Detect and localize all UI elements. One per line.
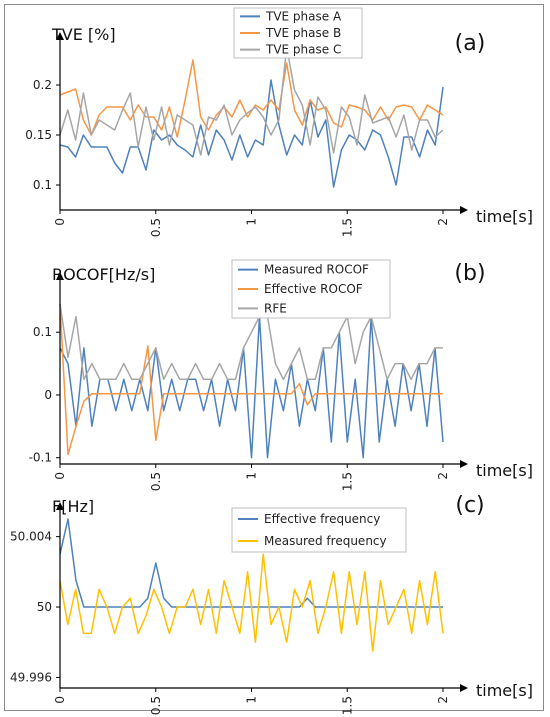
x-tick-label: 2 [436, 696, 450, 704]
legend-entry: Effective frequency [264, 512, 380, 526]
x-tick-label: 1.5 [340, 472, 354, 491]
legend-entry: TVE phase C [265, 43, 341, 57]
legend-box [231, 259, 391, 319]
y-axis-arrow [56, 502, 64, 510]
y-tick-label: 0.15 [25, 128, 52, 142]
x-tick-label: 1.5 [340, 696, 354, 715]
legend-entry: TVE phase A [265, 9, 342, 23]
chart-panel-c: 49.996 50 50.004 0 0.5 1 1.5 2 F[Hz] time[s] (c) Ef… [10, 493, 533, 715]
panel-label: (a) [455, 31, 486, 56]
series-line-rfe [59, 303, 443, 381]
legend: Effective frequency Measured frequency [231, 507, 407, 553]
y-axis-label: F[Hz] [52, 497, 94, 516]
x-axis-arrow [460, 460, 468, 468]
y-tick-label: 49.996 [10, 670, 52, 684]
legend-entry: Measured frequency [264, 534, 387, 548]
y-axis-label: ROCOF[Hz/s] [52, 265, 155, 284]
y-tick-label: -0.1 [29, 451, 52, 465]
panel-label: (c) [455, 493, 484, 518]
y-tick-label: 0.1 [33, 325, 52, 339]
legend: Measured ROCOF Effective ROCOF RFE [231, 259, 391, 319]
y-axis-arrow [56, 32, 64, 40]
x-tick-label: 0.5 [149, 218, 163, 237]
y-tick-label: 0.2 [33, 78, 52, 92]
series-line-tve-phase-a [59, 79, 444, 188]
x-tick-label: 1 [245, 696, 259, 704]
legend: TVE phase A TVE phase B TVE phase C [233, 7, 363, 59]
x-tick-label: 0 [53, 472, 67, 480]
legend-entry: RFE [264, 301, 287, 315]
y-axis-label: TVE [%] [51, 25, 116, 44]
x-tick-label: 2 [436, 472, 450, 480]
x-tick-label: 0 [53, 218, 67, 226]
chart-panel-b: -0.100.10 0.5 1 1.5 2ROCOF[Hz/s]time[s](b)Me… [29, 259, 533, 491]
y-tick-label: 0 [44, 388, 52, 402]
x-tick-label: 1.5 [340, 218, 354, 237]
x-tick-label: 1 [245, 472, 259, 480]
y-axis-arrow [56, 272, 64, 280]
x-axis-arrow [460, 684, 468, 692]
x-axis-arrow [460, 206, 468, 214]
series-line-measured-rocof [59, 315, 444, 459]
x-axis-label: time[s] [476, 207, 533, 226]
x-tick-label: 1 [245, 218, 259, 226]
x-tick-label: 2 [436, 218, 450, 226]
y-tick-label: 50.004 [10, 530, 52, 544]
x-tick-label: 0 [53, 696, 67, 704]
x-tick-label: 0.5 [149, 696, 163, 715]
legend-entry: Measured ROCOF [264, 263, 369, 277]
legend-box [231, 507, 407, 553]
series-line-measured-frequency [59, 553, 444, 652]
panel-label: (b) [454, 261, 485, 286]
series-line-effective-rocof [59, 303, 443, 456]
x-tick-label: 0.5 [149, 472, 163, 491]
series-line-tve-phase-c [59, 46, 444, 156]
x-axis-label: time[s] [476, 461, 533, 480]
y-tick-label: 50 [37, 600, 52, 614]
chart-panel-a: 0.1 0.15 0.2 0 0.5 1 1.5 2 TVE [%] time[s] (a) TVE … [25, 7, 533, 237]
y-tick-label: 0.1 [33, 178, 52, 192]
series-line-tve-phase-b [59, 59, 444, 138]
legend-entry: TVE phase B [265, 26, 341, 40]
legend-entry: Effective ROCOF [264, 282, 363, 296]
x-axis-label: time[s] [476, 681, 533, 700]
